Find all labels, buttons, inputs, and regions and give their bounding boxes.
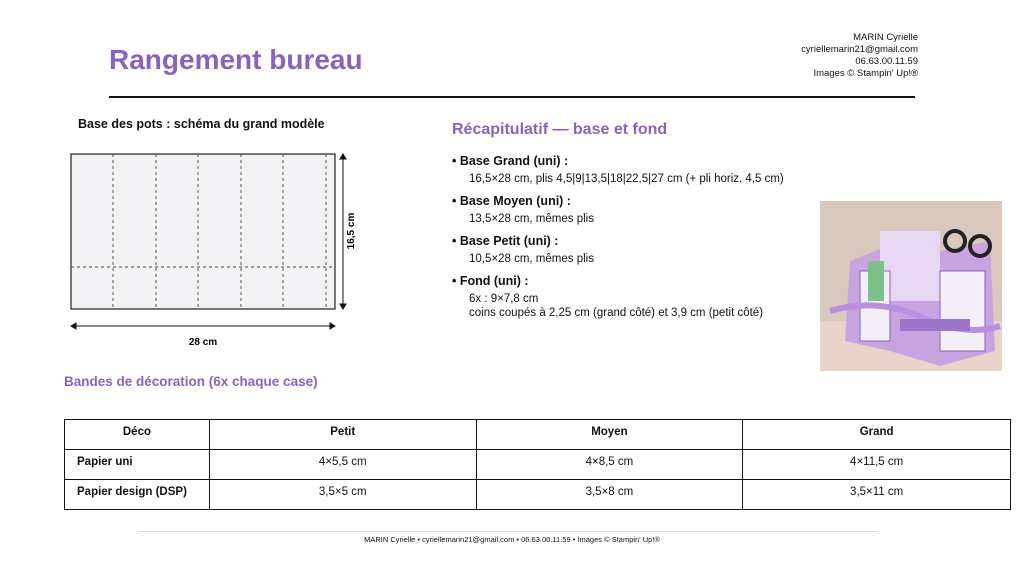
item-label: • Base Petit (uni) :: [452, 234, 559, 248]
diagram-title: Base des pots : schéma du grand modèle: [78, 117, 325, 131]
summary-item: • Base Grand (uni) : 16,5×28 cm, plis 4,…: [452, 154, 784, 185]
cell: 4×5,5 cm: [208, 449, 477, 480]
cell: 4×8,5 cm: [475, 449, 744, 480]
item-label: • Base Moyen (uni) :: [452, 194, 571, 208]
cell: 4×11,5 cm: [742, 449, 1011, 480]
header-cell: Déco: [64, 419, 210, 450]
bands-title: Bandes de décoration (6x chaque case): [64, 374, 318, 389]
footer: MARIN Cyrielle • cyriellemarin21@gmail.c…: [364, 535, 660, 544]
item-line: 6x : 9×7,8 cm: [469, 293, 539, 305]
summary-list: • Base Grand (uni) : 16,5×28 cm, plis 4,…: [452, 154, 784, 328]
header-cell: Grand: [742, 419, 1011, 450]
diagram: 28 cm 16,5 cm: [70, 153, 357, 348]
cell: 3,5×5 cm: [208, 479, 477, 510]
table-row: Papier uni 4×5,5 cm 4×8,5 cm 4×11,5 cm: [64, 449, 1011, 480]
summary-item: • Base Petit (uni) : 10,5×28 cm, mêmes p…: [452, 234, 784, 265]
contact-line: cyriellemarin21@gmail.com: [801, 44, 918, 55]
cell: 3,5×11 cm: [742, 479, 1011, 510]
cell: 3,5×8 cm: [475, 479, 744, 510]
contact-line: MARIN Cyrielle: [853, 32, 918, 43]
item-line: coins coupés à 2,25 cm (grand côté) et 3…: [469, 307, 764, 319]
bands-table: Déco Petit Moyen Grand Papier uni 4×5,5 …: [64, 419, 1011, 510]
table-header: Déco Petit Moyen Grand: [64, 419, 1011, 450]
item-line: 10,5×28 cm, mêmes plis: [469, 253, 594, 265]
summary-item: • Base Moyen (uni) : 13,5×28 cm, mêmes p…: [452, 194, 784, 225]
width-label: 28 cm: [189, 337, 217, 348]
row-label: Papier uni: [64, 449, 210, 480]
item-label: • Fond (uni) :: [452, 274, 529, 288]
height-label: 16,5 cm: [346, 213, 357, 250]
footer-rule: [138, 531, 878, 532]
row-label: Papier design (DSP): [64, 479, 210, 510]
contact-line: Images © Stampin' Up!®: [813, 68, 918, 79]
rule: [109, 96, 915, 98]
contact: MARIN Cyrielle cyriellemarin21@gmail.com…: [801, 32, 918, 80]
header-cell: Petit: [208, 419, 477, 450]
table-row: Papier design (DSP) 3,5×5 cm 3,5×8 cm 3,…: [64, 479, 1011, 510]
contact-line: 06.63.00.11.59: [855, 56, 918, 67]
item-label: • Base Grand (uni) :: [452, 154, 569, 168]
item-line: 13,5×28 cm, mêmes plis: [469, 213, 594, 225]
item-line: 16,5×28 cm, plis 4,5|9|13,5|18|22,5|27 c…: [469, 173, 784, 185]
summary-title: Récapitulatif — base et fond: [452, 121, 668, 138]
photo: [820, 201, 1002, 371]
summary-item: • Fond (uni) : 6x : 9×7,8 cm coins coupé…: [452, 274, 784, 319]
header-cell: Moyen: [475, 419, 744, 450]
title: Rangement bureau: [109, 44, 363, 75]
